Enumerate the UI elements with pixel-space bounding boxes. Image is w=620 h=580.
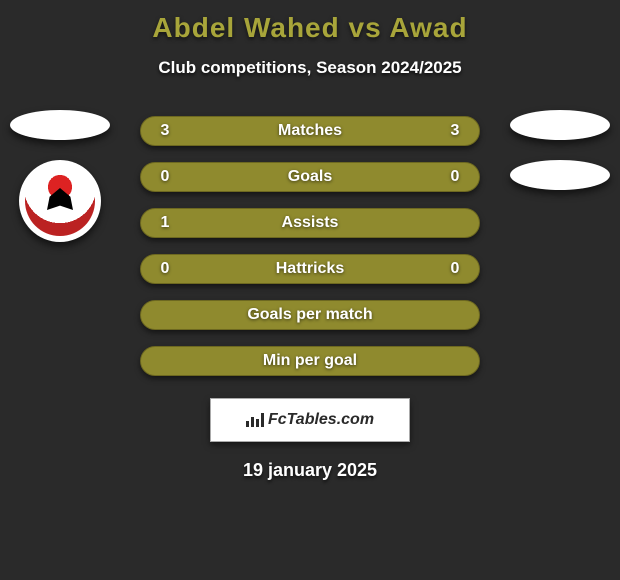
date-label: 19 january 2025 xyxy=(243,460,377,481)
stat-row-hattricks: 0 Hattricks 0 xyxy=(140,254,480,284)
club-badge-left xyxy=(19,160,101,242)
player-right-secondary-icon xyxy=(510,160,610,190)
stat-label: Goals xyxy=(175,168,445,186)
player-left-placeholder-icon xyxy=(10,110,110,140)
player-right-column xyxy=(510,110,610,190)
stat-row-assists: 1 Assists xyxy=(140,208,480,238)
stat-label: Hattricks xyxy=(175,260,445,278)
eagle-icon xyxy=(47,188,73,210)
al-ahly-badge-icon xyxy=(25,166,95,236)
page-subtitle: Club competitions, Season 2024/2025 xyxy=(158,58,461,78)
stat-row-min-per-goal: Min per goal xyxy=(140,346,480,376)
page-title: Abdel Wahed vs Awad xyxy=(152,12,467,44)
bar-chart-icon xyxy=(246,413,264,427)
brand-badge[interactable]: FcTables.com xyxy=(210,398,410,442)
brand-content: FcTables.com xyxy=(246,411,374,429)
stat-label: Matches xyxy=(175,122,445,140)
comparison-card: Abdel Wahed vs Awad Club competitions, S… xyxy=(0,0,620,481)
player-left-column xyxy=(10,110,110,242)
stat-right-value: 3 xyxy=(445,122,465,140)
stat-bars: 3 Matches 3 0 Goals 0 1 Assists 0 Hattri… xyxy=(140,116,480,376)
stat-right-value: 0 xyxy=(445,168,465,186)
stats-area: 3 Matches 3 0 Goals 0 1 Assists 0 Hattri… xyxy=(0,116,620,376)
stat-row-goals: 0 Goals 0 xyxy=(140,162,480,192)
stat-left-value: 0 xyxy=(155,168,175,186)
stat-label: Assists xyxy=(175,214,445,232)
stat-row-goals-per-match: Goals per match xyxy=(140,300,480,330)
stat-left-value: 1 xyxy=(155,214,175,232)
stat-right-value: 0 xyxy=(445,260,465,278)
stat-label: Goals per match xyxy=(175,306,445,324)
stat-left-value: 0 xyxy=(155,260,175,278)
stat-left-value: 3 xyxy=(155,122,175,140)
stat-label: Min per goal xyxy=(175,352,445,370)
brand-label: FcTables.com xyxy=(268,411,374,429)
stat-row-matches: 3 Matches 3 xyxy=(140,116,480,146)
player-right-placeholder-icon xyxy=(510,110,610,140)
